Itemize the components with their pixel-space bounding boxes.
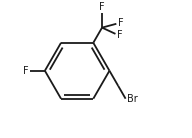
- Text: Br: Br: [127, 94, 138, 104]
- Text: F: F: [23, 66, 29, 76]
- Text: F: F: [118, 18, 123, 28]
- Text: F: F: [117, 30, 122, 40]
- Text: F: F: [99, 2, 105, 12]
